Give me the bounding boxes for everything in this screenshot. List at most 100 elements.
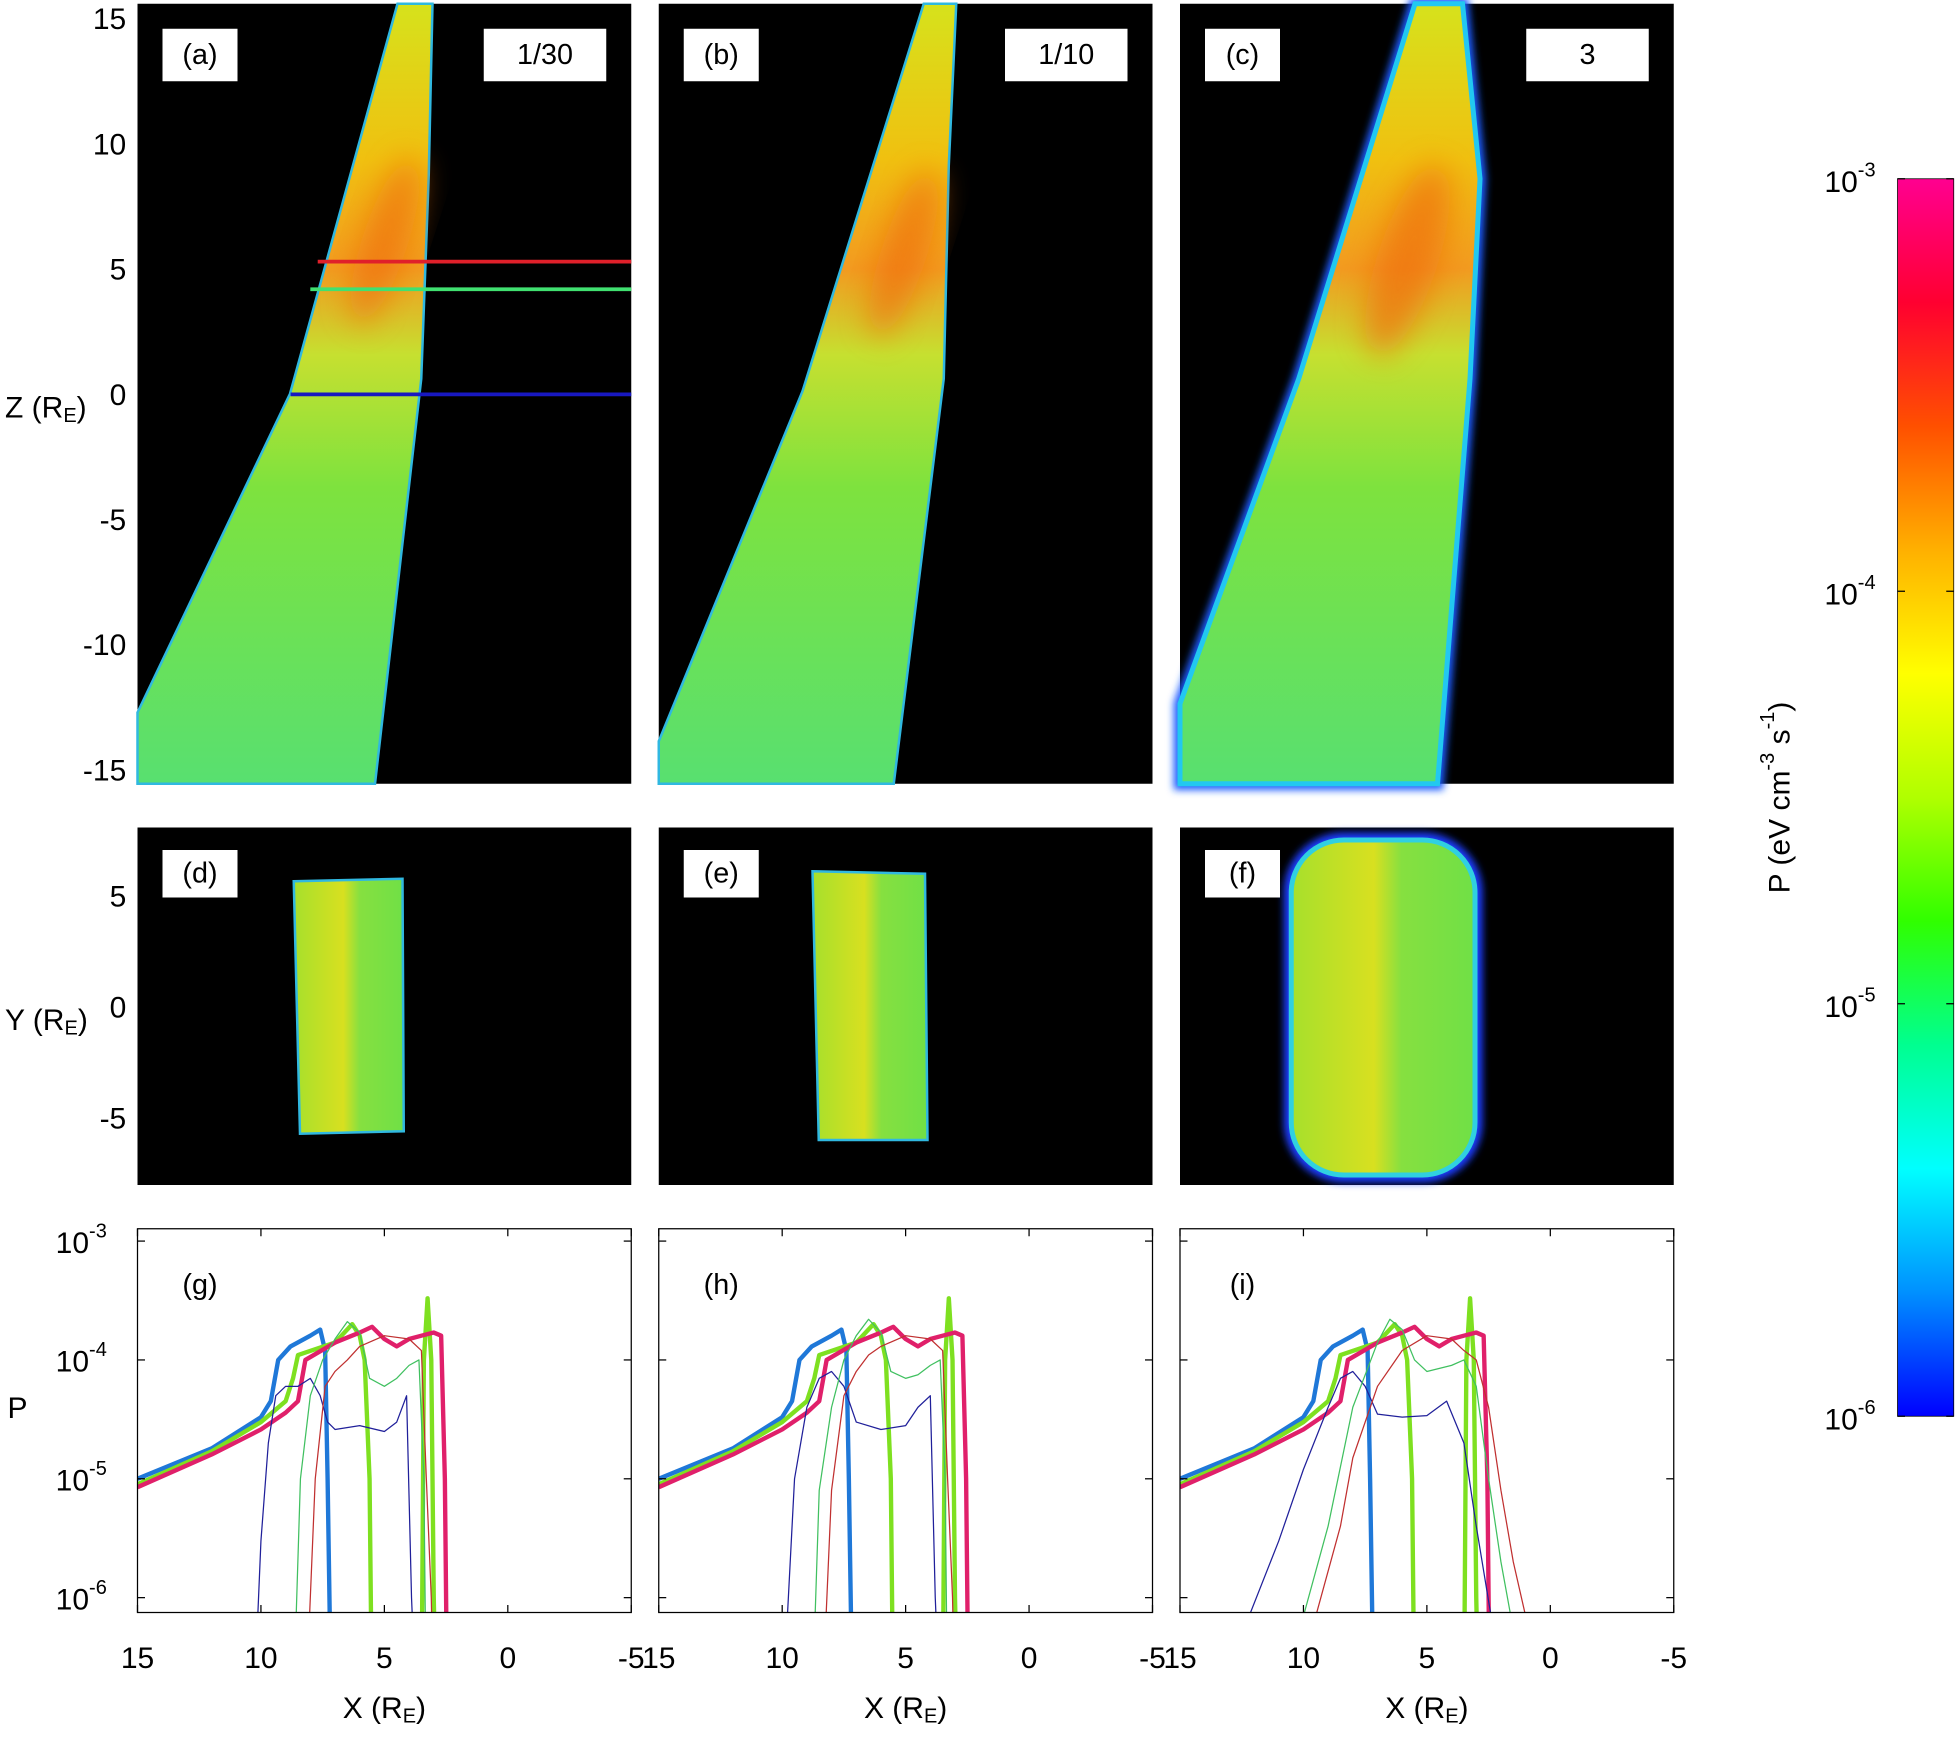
field-region xyxy=(136,2,434,785)
x-axis-label-part: ) xyxy=(1459,1692,1469,1725)
field-hotspot xyxy=(869,170,939,338)
x-tick-label: -5 xyxy=(618,1642,645,1675)
panel-label-box xyxy=(1205,28,1280,82)
field-region xyxy=(1288,837,1478,1178)
panel-label: (g) xyxy=(182,1269,217,1301)
y-tick-label: -5 xyxy=(100,504,127,537)
x-tick-label: 10 xyxy=(244,1642,277,1675)
colorbar-tick-label-base: 10 xyxy=(1824,991,1857,1024)
series-line xyxy=(1316,1335,1526,1613)
series-group xyxy=(1180,1296,1526,1613)
x-tick-label: 10 xyxy=(1287,1642,1320,1675)
y-axis-label-part: ) xyxy=(77,391,87,424)
y-tick-label: 0 xyxy=(110,992,127,1025)
series-group xyxy=(137,1296,449,1613)
series-line xyxy=(295,1321,426,1613)
panel-label: (e) xyxy=(704,858,739,890)
x-axis-label-part: ) xyxy=(416,1692,426,1725)
plot-area xyxy=(1180,1228,1674,1613)
x-axis-label: X (RE) xyxy=(1385,1692,1468,1728)
y-tick-label: 10 xyxy=(93,128,126,161)
field-image xyxy=(1283,832,1483,1183)
x-tick-label: 5 xyxy=(897,1642,914,1675)
colorbar-tick-label: 10-5 xyxy=(1824,985,1875,1024)
y-tick-label-base: 10 xyxy=(56,1464,89,1497)
field-image xyxy=(1173,0,1487,790)
field-image xyxy=(811,869,929,1142)
y-tick-label-exp: -3 xyxy=(89,1221,107,1243)
y-tick-label-base: 10 xyxy=(56,1346,89,1379)
series-line xyxy=(137,1327,332,1613)
x-axis-label: X (RE) xyxy=(343,1692,426,1728)
y-tick-label-base: 10 xyxy=(56,1227,89,1260)
colorbar-tick-label: 10-3 xyxy=(1824,160,1875,199)
series-line xyxy=(658,1327,854,1613)
colorbar-tick-label-exp: -5 xyxy=(1858,985,1876,1007)
series-line xyxy=(309,1335,433,1613)
field-region xyxy=(292,877,406,1136)
colorbar-label-part: P (eV cm xyxy=(1763,771,1796,894)
x-tick-label: 15 xyxy=(1163,1642,1196,1675)
colorbar-tick-label-base: 10 xyxy=(1824,1403,1857,1436)
x-tick-label: 0 xyxy=(1021,1642,1038,1675)
series-line xyxy=(257,1377,413,1613)
y-tick-label: 15 xyxy=(93,3,126,36)
y-tick-label: -10 xyxy=(83,629,126,662)
y-axis-label-part: Y (R xyxy=(5,1004,64,1037)
field-image xyxy=(136,2,434,785)
x-tick-label: 0 xyxy=(499,1642,516,1675)
y-axis-label: Z (RE) xyxy=(5,391,87,427)
y-axis-label-part: Z (R xyxy=(5,391,63,424)
y-tick-label: -15 xyxy=(83,754,126,787)
series-line xyxy=(786,1370,937,1613)
y-tick-label: 10-3 xyxy=(56,1221,107,1260)
panel-label: (d) xyxy=(182,858,217,890)
x-axis-label-part: E xyxy=(403,1706,416,1728)
y-axis-label-part: ) xyxy=(78,1004,88,1037)
panel-label: (h) xyxy=(704,1269,739,1301)
field-hotspot xyxy=(350,157,420,325)
plot-area xyxy=(137,1228,632,1613)
x-axis-label-part: X (R xyxy=(343,1692,403,1725)
colorbar-tick-label: 10-6 xyxy=(1824,1397,1875,1436)
parameter-box xyxy=(1526,28,1649,82)
panel-label: (b) xyxy=(704,39,739,71)
y-axis-label-part: E xyxy=(63,405,76,427)
colorbar-tick-label-base: 10 xyxy=(1824,578,1857,611)
series-line xyxy=(825,1335,954,1613)
panel-label: (f) xyxy=(1229,858,1256,890)
series-line xyxy=(658,1324,970,1613)
series-line xyxy=(1180,1296,1479,1613)
series-group xyxy=(658,1296,970,1613)
field-hotspot xyxy=(1365,164,1450,356)
parameter-label: 1/30 xyxy=(517,39,573,71)
plot-area xyxy=(658,1228,1153,1613)
colorbar-label-part: s xyxy=(1763,729,1796,752)
x-tick-label: -5 xyxy=(1139,1642,1166,1675)
panel-label-box xyxy=(683,850,759,898)
x-axis-label-part: X (R xyxy=(864,1692,924,1725)
panel-label-box xyxy=(162,28,238,82)
x-tick-label: 0 xyxy=(1542,1642,1559,1675)
series-line xyxy=(1180,1324,1491,1613)
field-image xyxy=(657,2,958,785)
x-tick-label: -5 xyxy=(1660,1642,1687,1675)
x-tick-label: 15 xyxy=(121,1642,154,1675)
x-axis-label-part: X (R xyxy=(1385,1692,1445,1725)
field-region xyxy=(657,2,958,785)
panel-label: (a) xyxy=(182,39,217,71)
y-axis-label: Y (RE) xyxy=(5,1004,88,1040)
y-tick-label-base: 10 xyxy=(56,1583,89,1616)
x-tick-label: 15 xyxy=(642,1642,675,1675)
x-axis-label-part: ) xyxy=(937,1692,947,1725)
y-tick-label: 0 xyxy=(110,379,127,412)
y-tick-label-exp: -5 xyxy=(89,1458,107,1480)
y-tick-label: 5 xyxy=(110,880,127,913)
parameter-box xyxy=(1005,28,1128,82)
series-line xyxy=(814,1318,948,1613)
panel-label: (c) xyxy=(1226,39,1260,71)
x-tick-label: 10 xyxy=(766,1642,799,1675)
colorbar-label-part: ) xyxy=(1763,702,1796,712)
